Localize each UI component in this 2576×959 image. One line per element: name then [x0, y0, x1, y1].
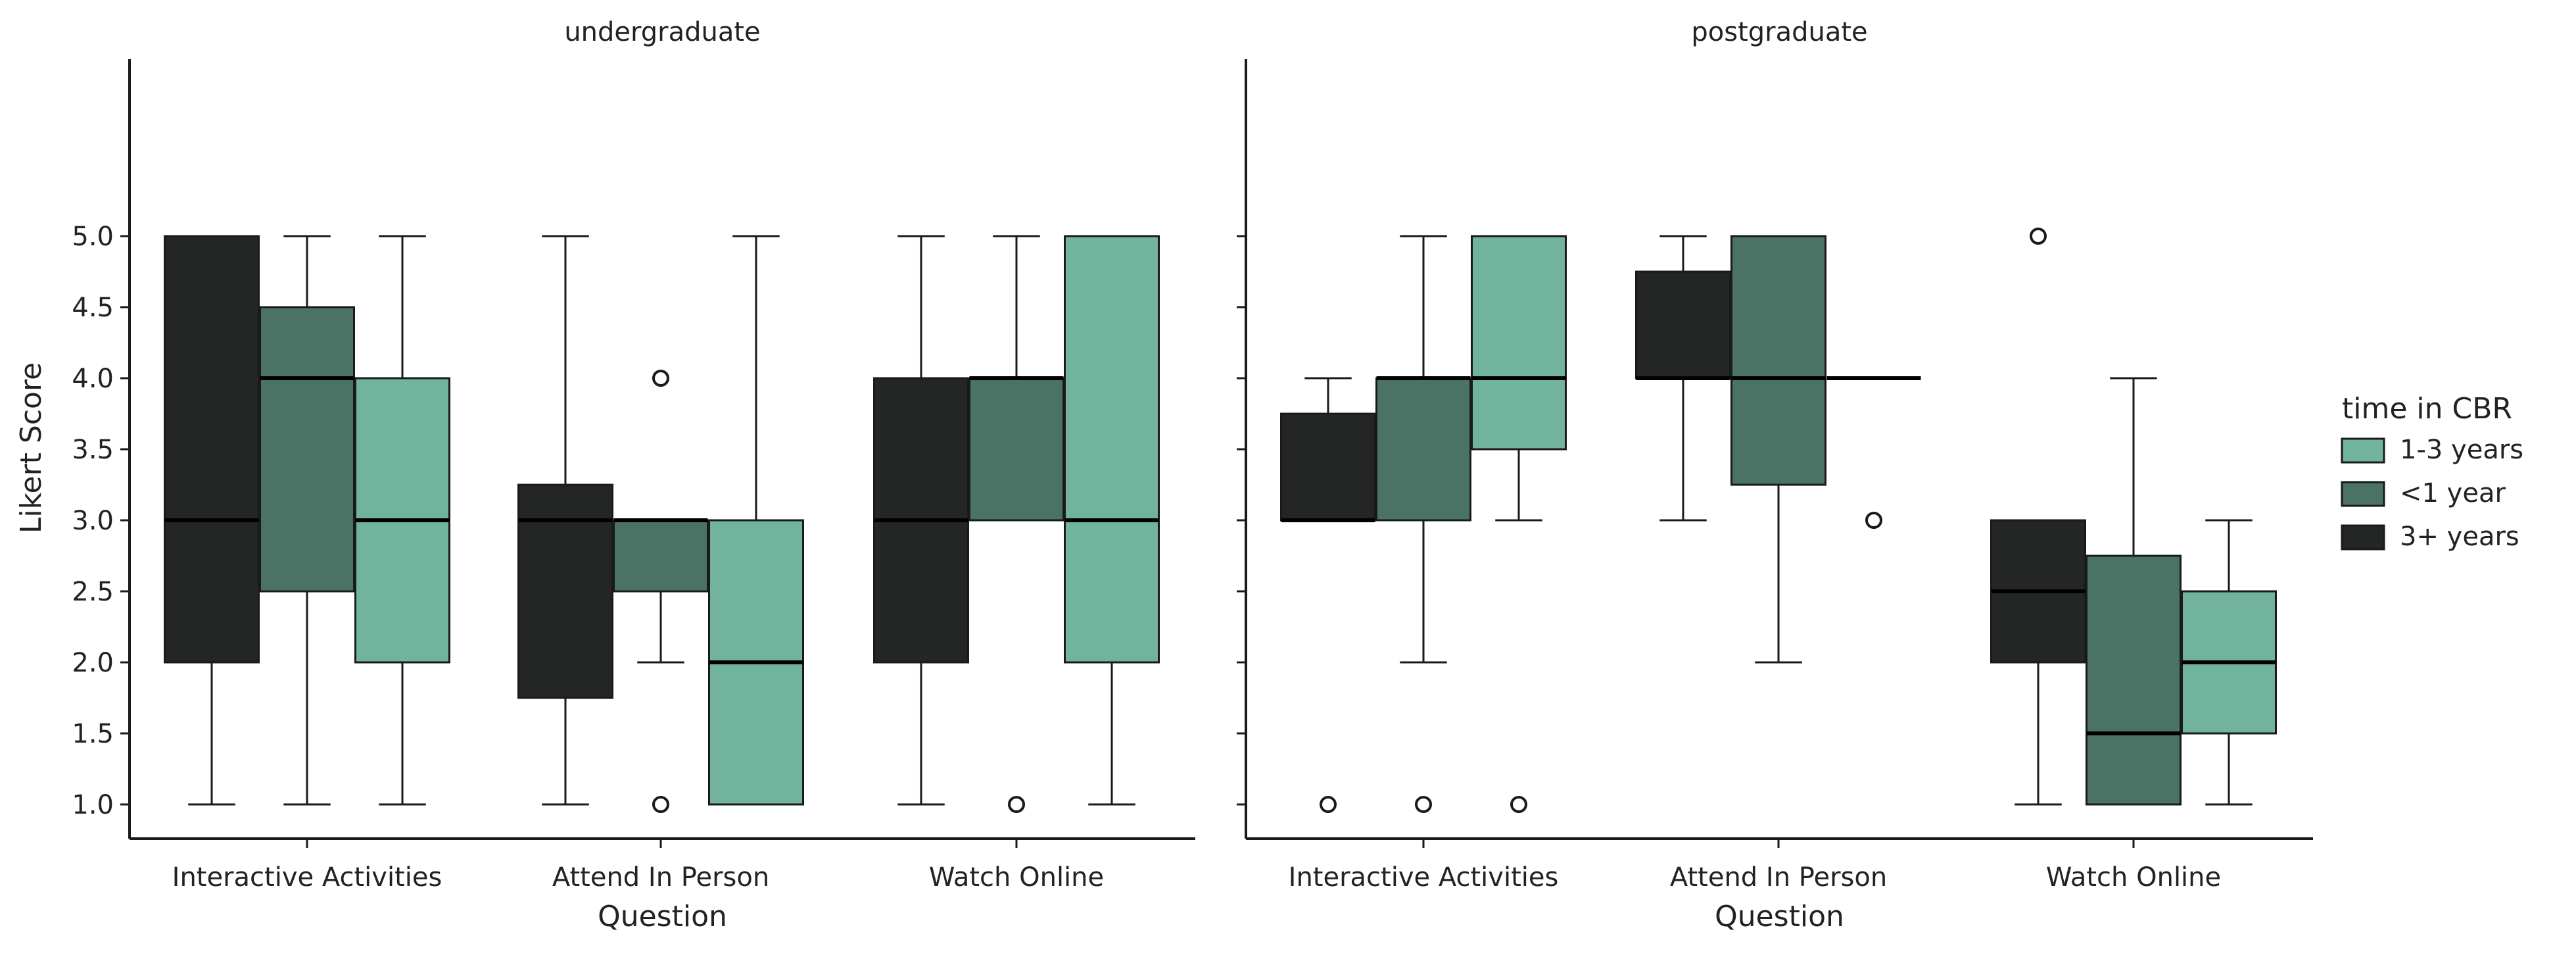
box-iqr [1730, 235, 1826, 486]
box-iqr [2086, 554, 2182, 806]
box-iqr [517, 483, 613, 699]
box-iqr [1375, 377, 1471, 522]
box-iqr [1635, 270, 1731, 380]
box-iqr [968, 377, 1064, 522]
box-watch-online-1-3 years [1064, 235, 1160, 806]
legend-swatch [2341, 437, 2385, 464]
box-attend-in-person-1-3 years [708, 235, 804, 806]
legend-swatch [2341, 524, 2385, 551]
box-interactive-activities-1-3 years [1471, 235, 1567, 813]
legend-title: time in CBR [2342, 392, 2512, 426]
box-iqr [1064, 235, 1160, 664]
box-iqr [1471, 235, 1567, 451]
box-watch-online-3+ years [873, 235, 969, 806]
panel-postgraduate: postgraduate Interactive Activities Attend… [1237, 17, 2313, 933]
x-tick-label: Watch Online [929, 862, 1104, 893]
legend-label: 3+ years [2400, 522, 2519, 552]
y-tick-label: 4.0 [72, 364, 114, 394]
x-tick-label: Interactive Activities [1289, 862, 1559, 893]
box-watch-online-<1 year [2086, 377, 2182, 806]
y-tick-label: 1.5 [72, 719, 114, 749]
outlier-point [652, 796, 669, 813]
box-attend-in-person-3+ years [517, 235, 613, 806]
box-interactive-activities-3+ years [164, 235, 260, 806]
outlier-point [1320, 796, 1337, 813]
x-tick-label: Attend In Person [1670, 862, 1887, 893]
x-tick-label: Attend In Person [552, 862, 769, 893]
outlier-point [1415, 796, 1432, 813]
y-tick-label: 2.5 [72, 577, 114, 607]
box-attend-in-person-<1 year [613, 370, 709, 813]
panel-undergraduate: undergraduate 1.0 1.5 2.0 2.5 3.0 3.5 4.0 4.5 5.0… [72, 17, 1195, 933]
legend-swatch [2341, 481, 2385, 507]
box-iqr [164, 235, 260, 664]
box-interactive-activities-<1 year [1375, 235, 1471, 813]
outlier-point [1865, 512, 1882, 529]
panel-title: undergraduate [564, 17, 760, 47]
y-tick-label: 3.5 [72, 435, 114, 465]
box-interactive-activities-<1 year [259, 235, 355, 806]
x-axis-label: Question [1715, 900, 1844, 933]
y-tick-label: 3.0 [72, 506, 114, 536]
box-attend-in-person-1-3 years [1826, 376, 1921, 529]
y-tick-label: 2.0 [72, 648, 114, 678]
legend-label: 1-3 years [2400, 435, 2523, 465]
box-attend-in-person-3+ years [1635, 235, 1731, 522]
outlier-point [652, 370, 669, 387]
x-tick-label: Interactive Activities [172, 862, 442, 893]
y-tick-label: 4.5 [72, 293, 114, 323]
x-axis-label: Question [598, 900, 727, 933]
y-axis-label: Likert Score [14, 362, 48, 533]
legend-entries: 1-3 years <1 year 3+ years [2341, 435, 2523, 552]
panel-title: postgraduate [1691, 17, 1867, 47]
y-tick-label: 1.0 [72, 790, 114, 820]
box-watch-online-3+ years [1990, 228, 2086, 806]
x-tick-label: Watch Online [2046, 862, 2221, 893]
box-watch-online-1-3 years [2181, 519, 2277, 806]
box-interactive-activities-3+ years [1280, 377, 1376, 813]
box-attend-in-person-<1 year [1730, 235, 1826, 664]
y-tick-label: 5.0 [72, 222, 114, 252]
legend: time in CBR 1-3 years <1 year 3+ years [2341, 392, 2523, 552]
outlier-point [1008, 796, 1025, 813]
panels-layer: undergraduate 1.0 1.5 2.0 2.5 3.0 3.5 4.0 4.5 5.0… [72, 17, 2313, 933]
box-iqr [613, 519, 709, 593]
box-iqr [1280, 412, 1376, 522]
box-watch-online-<1 year [968, 235, 1064, 813]
legend-label: <1 year [2400, 478, 2506, 508]
box-iqr [259, 306, 355, 593]
box-interactive-activities-1-3 years [354, 235, 450, 806]
outlier-point [2030, 228, 2047, 245]
outlier-point [1510, 796, 1527, 813]
